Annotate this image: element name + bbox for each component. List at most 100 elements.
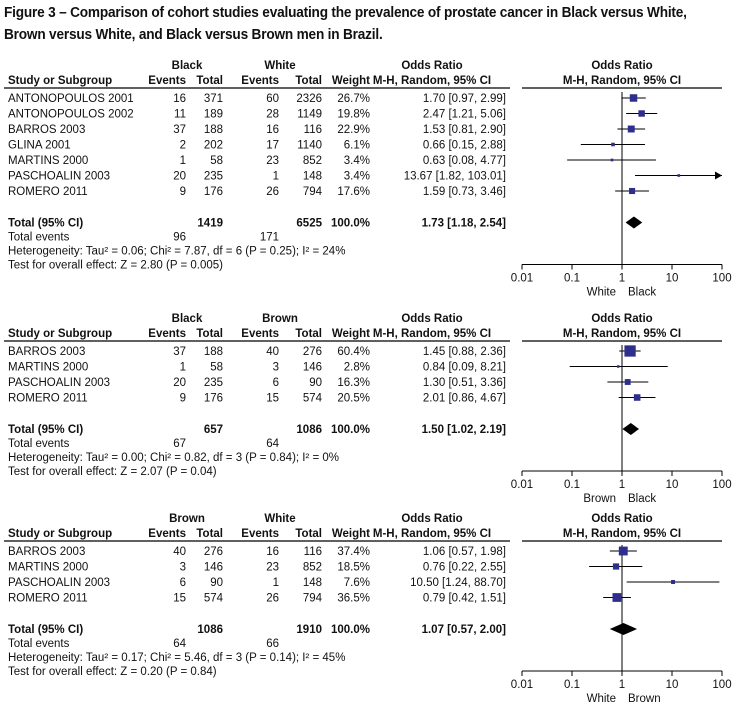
study-marker <box>627 125 635 133</box>
study-total-1: 58 <box>210 362 223 374</box>
tick-label: 10 <box>666 479 679 491</box>
forest-plot-black-vs-brown: Black Brown Odds Ratio Odds Ratio Study or S… <box>4 313 732 505</box>
study-events-1: 1 <box>180 362 186 374</box>
study-name: ROMERO 2011 <box>8 393 88 405</box>
study-marker <box>624 379 631 385</box>
tick-label: 0.1 <box>564 273 580 285</box>
study-weight: 22.9% <box>337 124 370 136</box>
effect-title: Odds Ratio <box>401 313 462 325</box>
events-label: Total events <box>8 638 70 650</box>
study-weight: 2.8% <box>344 362 370 374</box>
study-ci: 13.67 [1.82, 103.01] <box>404 171 506 183</box>
favours-right-label: Brown <box>628 693 661 705</box>
tick-label: 100 <box>712 679 731 691</box>
study-events-2: 23 <box>266 562 279 574</box>
study-total-2: 276 <box>303 346 322 358</box>
study-name: ROMERO 2011 <box>8 186 88 198</box>
study-events-2: 23 <box>266 155 279 167</box>
study-ci: 0.84 [0.09, 8.21] <box>423 362 506 374</box>
tick-label: 1 <box>619 679 625 691</box>
plot-title: Odds Ratio <box>591 60 652 72</box>
study-marker <box>612 563 620 570</box>
study-weight: 37.4% <box>337 546 370 558</box>
study-events-2: 26 <box>266 186 279 198</box>
study-marker <box>629 94 638 102</box>
tick-label: 1 <box>619 273 625 285</box>
study-events-1: 37 <box>173 346 186 358</box>
total-n2: 6525 <box>296 218 322 230</box>
weight-header: Weight <box>332 328 370 340</box>
study-total-1: 276 <box>204 546 223 558</box>
study-events-1: 11 <box>174 109 186 121</box>
total-diamond <box>622 423 640 435</box>
events2-header: Events <box>241 75 279 87</box>
study-total-1: 90 <box>210 577 223 589</box>
study-total-1: 574 <box>204 593 224 605</box>
study-events-1: 1 <box>180 155 186 167</box>
total-label: Total (95% CI) <box>8 424 83 436</box>
study-total-1: 235 <box>204 171 223 183</box>
study-marker <box>611 142 615 147</box>
study-name: PASCHOALIN 2003 <box>8 377 110 389</box>
plot-title: Odds Ratio <box>591 513 652 525</box>
study-events-1: 20 <box>173 377 186 389</box>
study-marker <box>633 394 641 401</box>
total-ci: 1.07 [0.57, 2.00] <box>422 624 507 636</box>
study-name: GLINA 2001 <box>8 140 71 152</box>
tick-label: 100 <box>712 273 731 285</box>
study-ci: 2.47 [1.21, 5.06] <box>423 109 506 121</box>
study-name: MARTINS 2000 <box>8 562 88 574</box>
study-total-2: 852 <box>303 155 322 167</box>
events-label: Total events <box>8 232 70 244</box>
study-ci: 0.76 [0.22, 2.55] <box>423 562 506 574</box>
figure-caption: Figure 3 – Comparison of cohort studies … <box>4 5 687 43</box>
study-total-1: 58 <box>210 155 223 167</box>
study-name: PASCHOALIN 2003 <box>8 171 110 183</box>
total-diamond <box>609 623 638 635</box>
events-total-2: 171 <box>260 232 279 244</box>
overall-effect-text: Test for overall effect: Z = 2.07 (P = 0… <box>8 466 217 478</box>
weight-header: Weight <box>332 528 370 540</box>
effect-title: Odds Ratio <box>401 60 462 72</box>
study-header: Study or Subgroup <box>8 75 112 87</box>
study-events-2: 1 <box>273 171 279 183</box>
study-weight: 7.6% <box>344 577 370 589</box>
plot-method-header: M-H, Random, 95% CI <box>563 75 681 87</box>
plot-title: Odds Ratio <box>591 313 652 325</box>
favours-left-label: Brown <box>583 493 616 505</box>
total2-header: Total <box>295 75 322 87</box>
total-n1: 657 <box>204 424 223 436</box>
study-events-1: 16 <box>173 93 186 105</box>
study-events-2: 60 <box>266 93 279 105</box>
study-marker <box>638 110 645 117</box>
study-weight: 26.7% <box>337 93 370 105</box>
study-total-2: 794 <box>303 593 323 605</box>
events-total-1: 96 <box>173 232 186 244</box>
study-total-2: 1149 <box>297 109 322 121</box>
study-ci: 1.30 [0.51, 3.36] <box>423 377 506 389</box>
study-marker <box>624 345 636 357</box>
study-weight: 3.4% <box>344 155 370 167</box>
study-name: ANTONOPOULOS 2002 <box>8 109 134 121</box>
group2-header: White <box>264 60 295 72</box>
study-events-1: 2 <box>180 140 186 152</box>
study-marker <box>618 546 628 556</box>
events-total-1: 64 <box>173 638 186 650</box>
study-events-2: 1 <box>273 577 279 589</box>
study-total-2: 116 <box>304 124 322 136</box>
effect-title: Odds Ratio <box>401 513 462 525</box>
method-header: M-H, Random, 95% CI <box>373 75 491 87</box>
study-weight: 20.5% <box>337 393 370 405</box>
forest-plot-brown-vs-white: Brown White Odds Ratio Odds Ratio Study or S… <box>4 513 732 705</box>
study-header: Study or Subgroup <box>8 528 112 540</box>
method-header: M-H, Random, 95% CI <box>373 328 491 340</box>
events-total-2: 66 <box>266 638 279 650</box>
events2-header: Events <box>241 328 279 340</box>
study-marker <box>616 365 620 368</box>
study-ci: 10.50 [1.24, 88.70] <box>410 577 506 589</box>
study-events-2: 3 <box>273 362 279 374</box>
study-events-2: 26 <box>266 593 279 605</box>
study-ci: 0.79 [0.42, 1.51] <box>423 593 506 605</box>
study-name: PASCHOALIN 2003 <box>8 577 110 589</box>
total-n1: 1419 <box>197 218 223 230</box>
